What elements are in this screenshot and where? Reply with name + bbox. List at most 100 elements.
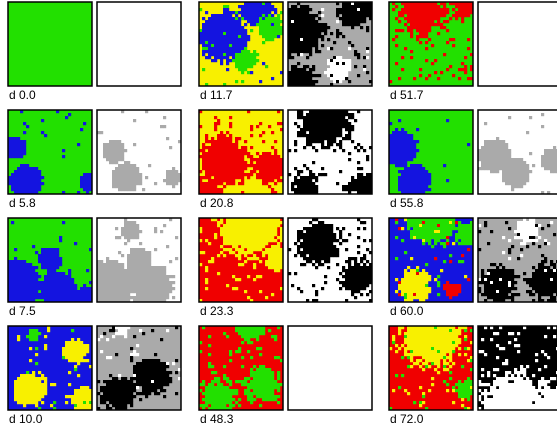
cell [80, 296, 83, 299]
cell [348, 287, 351, 290]
cell [127, 185, 130, 188]
cell [115, 182, 118, 185]
cell [312, 236, 315, 239]
cell [229, 47, 232, 50]
cell [277, 167, 280, 170]
cell [166, 296, 169, 299]
cell [169, 281, 172, 284]
cell [300, 68, 303, 71]
cell [229, 146, 232, 149]
cell [366, 275, 369, 278]
cell [404, 269, 407, 272]
cell [315, 20, 318, 23]
cell [271, 17, 274, 20]
cell [357, 263, 360, 266]
cell [315, 242, 318, 245]
cell [136, 167, 139, 170]
cell [366, 260, 369, 263]
cell [50, 254, 53, 257]
cell [431, 8, 434, 11]
cell [32, 287, 35, 290]
cell [434, 59, 437, 62]
cell [208, 158, 211, 161]
cell [496, 152, 499, 155]
cell [306, 113, 309, 116]
cell [148, 251, 151, 254]
cell [154, 272, 157, 275]
cell [211, 155, 214, 158]
cell [449, 224, 452, 227]
cell [205, 137, 208, 140]
cell [458, 77, 461, 80]
cell [496, 167, 499, 170]
cell [428, 74, 431, 77]
cell [247, 227, 250, 230]
cell [14, 389, 17, 392]
cell [297, 20, 300, 23]
cell [235, 23, 238, 26]
cell [262, 389, 265, 392]
cell [157, 359, 160, 362]
cell [321, 287, 324, 290]
cell [121, 254, 124, 257]
cell [235, 236, 238, 239]
cell [268, 8, 271, 11]
cell [226, 158, 229, 161]
cell [235, 254, 238, 257]
cell [74, 356, 77, 359]
cell [211, 380, 214, 383]
snapshot [288, 326, 372, 410]
cell [499, 155, 502, 158]
cell [274, 152, 277, 155]
cell [139, 296, 142, 299]
cell [297, 80, 300, 83]
cell [208, 392, 211, 395]
cell [327, 71, 330, 74]
cell [253, 245, 256, 248]
cell [277, 377, 280, 380]
cell [336, 68, 339, 71]
cell [324, 146, 327, 149]
cell [256, 386, 259, 389]
cell [136, 173, 139, 176]
cell [208, 188, 211, 191]
cell [65, 353, 68, 356]
cell [410, 146, 413, 149]
cell [41, 377, 44, 380]
cell [312, 137, 315, 140]
cell [327, 68, 330, 71]
cell [312, 242, 315, 245]
cell [422, 17, 425, 20]
cell [357, 284, 360, 287]
cell [133, 350, 136, 353]
cell [422, 23, 425, 26]
cell [297, 71, 300, 74]
cell [268, 26, 271, 29]
cell [214, 53, 217, 56]
cell [139, 362, 142, 365]
cell [130, 359, 133, 362]
cell [68, 383, 71, 386]
cell [47, 272, 50, 275]
cell [271, 398, 274, 401]
cell [247, 71, 250, 74]
cell [354, 5, 357, 8]
cell [306, 128, 309, 131]
cell [151, 287, 154, 290]
cell [238, 137, 241, 140]
cell [274, 221, 277, 224]
cell [205, 164, 208, 167]
cell [342, 137, 345, 140]
cell [315, 116, 318, 119]
cell [265, 239, 268, 242]
cell [505, 173, 508, 176]
cell [148, 296, 151, 299]
cell [38, 179, 41, 182]
cell [235, 401, 238, 404]
cell [265, 221, 268, 224]
cell [425, 5, 428, 8]
cell [118, 152, 121, 155]
cell [401, 278, 404, 281]
cell [306, 143, 309, 146]
cell [363, 14, 366, 17]
